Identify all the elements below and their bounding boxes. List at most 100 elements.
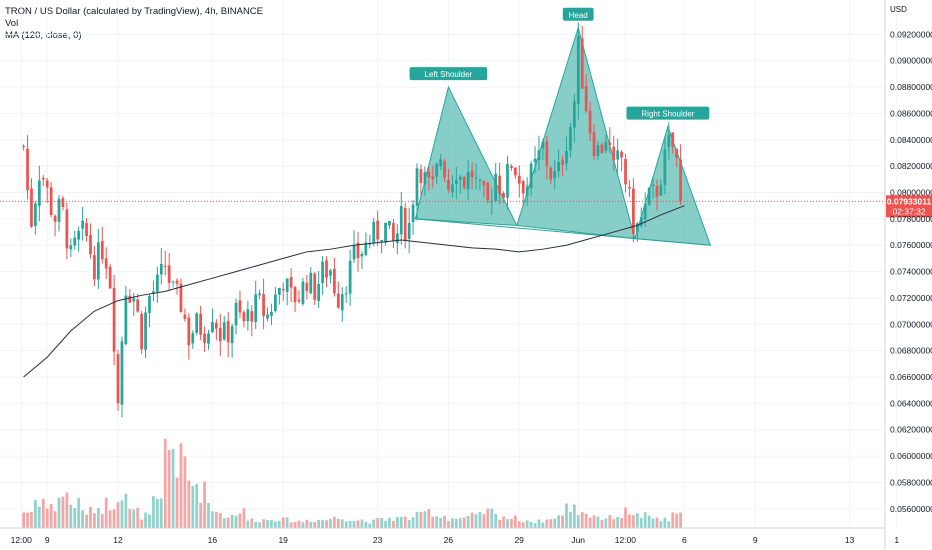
volume-bar xyxy=(439,517,442,528)
candle-body xyxy=(246,309,250,322)
candle-body xyxy=(395,233,399,244)
y-tick-label: 0.07600000 xyxy=(890,240,932,250)
candle-body xyxy=(565,151,568,164)
ma-indicator-label[interactable]: MA (120, close, 0) xyxy=(5,30,82,41)
volume-bar xyxy=(262,519,265,528)
candle-body xyxy=(234,302,238,326)
candle-body xyxy=(89,235,92,255)
volume-bar xyxy=(136,507,140,528)
candle-body xyxy=(340,294,344,311)
volume-bar xyxy=(112,509,116,528)
candle-body xyxy=(313,273,317,300)
volume-bar xyxy=(352,520,356,528)
candle-body xyxy=(470,171,474,178)
volume-bar xyxy=(242,508,246,528)
volume-bar xyxy=(498,519,502,528)
volume-bar xyxy=(592,515,596,528)
candle-body xyxy=(34,203,37,226)
candle-body xyxy=(100,240,104,260)
candle-body xyxy=(159,263,163,275)
candle-body xyxy=(588,110,592,134)
candle-body xyxy=(364,242,368,255)
candle-body xyxy=(321,261,324,283)
candle-body xyxy=(454,180,458,184)
candle-body xyxy=(270,311,273,316)
candle-body xyxy=(128,295,132,303)
y-tick-label: 0.07400000 xyxy=(890,267,932,277)
candle-body xyxy=(435,164,439,177)
candle-body xyxy=(277,287,281,295)
candle-body xyxy=(179,283,183,313)
candle-body xyxy=(171,281,175,283)
volume-bar xyxy=(368,523,372,528)
candle-body xyxy=(639,217,643,226)
volume-bar xyxy=(604,518,608,528)
volume-bar xyxy=(61,496,65,528)
volume-bar xyxy=(663,517,667,528)
volume-bar xyxy=(152,496,155,528)
candle-body xyxy=(116,354,120,404)
volume-bar xyxy=(218,513,222,528)
candle-body xyxy=(325,260,328,278)
candle-body xyxy=(120,341,124,405)
candle-body xyxy=(671,132,675,147)
candle-body xyxy=(557,161,561,172)
head-and-shoulders-pattern xyxy=(414,25,712,246)
volume-bar xyxy=(85,514,88,528)
candle-body xyxy=(37,180,41,206)
volume-bar xyxy=(541,522,545,528)
candle-body xyxy=(163,266,167,268)
candle-body xyxy=(569,127,572,151)
y-tick-label: 0.08800000 xyxy=(890,82,932,92)
candle-body xyxy=(608,142,612,145)
candle-body xyxy=(372,221,376,243)
candle-body xyxy=(274,294,277,312)
candle-body xyxy=(203,333,206,344)
candle-body xyxy=(529,163,533,189)
volume-bar xyxy=(655,517,659,528)
candle-body xyxy=(124,295,128,344)
volume-bar xyxy=(423,511,427,528)
candle-body xyxy=(258,293,262,296)
volume-bar xyxy=(482,514,486,528)
volume-bar xyxy=(289,522,293,528)
candle-body xyxy=(289,277,293,288)
symbol-title[interactable]: TRON / US Dollar (calculated by TradingV… xyxy=(5,6,263,17)
volume-bar xyxy=(447,521,450,528)
volume-bar xyxy=(458,518,462,528)
candle-body xyxy=(403,207,407,241)
volume-bar xyxy=(494,513,498,528)
candle-body xyxy=(533,158,537,163)
candle-body xyxy=(187,317,191,346)
volume-bar xyxy=(632,515,635,528)
volume-indicator-label[interactable]: Vol xyxy=(5,18,19,29)
volume-bar xyxy=(569,512,572,528)
volume-bar xyxy=(454,518,458,528)
volume-bar xyxy=(309,521,313,528)
volume-bar xyxy=(557,515,561,528)
volume-bar xyxy=(561,515,564,528)
volume-bar xyxy=(612,519,616,528)
volume-bar xyxy=(26,512,29,528)
volume-bar xyxy=(486,508,490,528)
candle-body xyxy=(506,164,509,198)
candle-body xyxy=(392,223,395,241)
candle-body xyxy=(667,135,671,148)
volume-bar xyxy=(124,493,128,528)
candle-body xyxy=(199,313,203,335)
y-tick-label: 0.09200000 xyxy=(890,29,932,39)
pattern-label: Left Shoulder xyxy=(425,70,473,79)
volume-bar xyxy=(624,507,627,528)
candle-body xyxy=(281,288,285,291)
candle-body xyxy=(486,182,490,200)
candle-body xyxy=(592,131,596,157)
volume-bar xyxy=(553,518,557,528)
volume-bar xyxy=(226,517,230,528)
volume-bar xyxy=(77,497,81,528)
candle-body xyxy=(352,244,356,260)
volume-bar xyxy=(285,517,289,528)
ma-120-line xyxy=(23,205,685,378)
volume-bar xyxy=(403,516,407,528)
candle-body xyxy=(333,268,336,294)
